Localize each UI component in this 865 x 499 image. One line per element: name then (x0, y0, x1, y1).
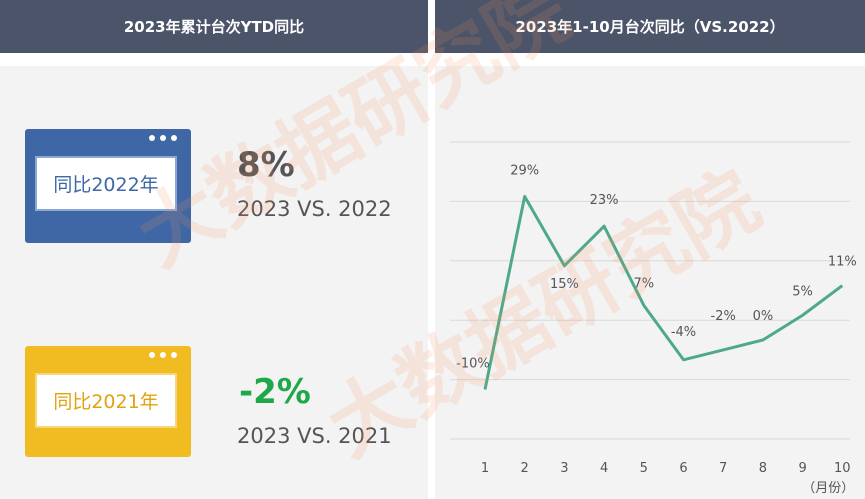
x-tick-label: 10 (834, 461, 851, 476)
monthly-header: 2023年1-10月台次同比（VS.2022） (435, 0, 865, 53)
data-label: 15% (550, 277, 579, 292)
badge-vs-2021: 同比2021年 (25, 346, 191, 457)
ytd-caption-vs-2022: 2023 VS. 2022 (237, 197, 392, 221)
window-dots-icon (149, 352, 177, 358)
x-tick-label: 9 (798, 461, 806, 476)
data-label: 5% (792, 284, 813, 299)
ytd-value-vs-2022: 8% (237, 145, 295, 185)
badge-vs-2022-label: 同比2022年 (35, 156, 177, 211)
x-tick-label: 6 (679, 461, 687, 476)
badge-vs-2021-label: 同比2021年 (35, 373, 177, 428)
monthly-yoy-line-chart: -10% 29% 15% 23% 7% -4% -2% 0% 5% 11% 1 2 3 4 5 6 7 8 9 10… (450, 141, 857, 496)
data-label: 23% (590, 193, 619, 208)
data-label: -2% (711, 309, 736, 324)
data-label: 29% (510, 163, 539, 178)
data-label: 0% (753, 309, 774, 324)
ytd-header: 2023年累计台次YTD同比 (0, 0, 428, 53)
x-tick-label: 5 (640, 461, 648, 476)
x-axis-unit: （月份） (802, 481, 854, 496)
window-dots-icon (149, 135, 177, 141)
data-label: -10% (456, 357, 490, 372)
x-tick-label: 7 (719, 461, 727, 476)
ytd-panel: 同比2022年 8% 2023 VS. 2022 同比2021年 -2% 202… (0, 66, 428, 499)
badge-vs-2022: 同比2022年 (25, 129, 191, 243)
data-label: 7% (633, 276, 654, 291)
series-line (483, 194, 844, 390)
x-tick-label: 8 (759, 461, 767, 476)
x-tick-label: 4 (600, 461, 608, 476)
x-tick-label: 3 (560, 461, 568, 476)
ytd-value-vs-2021: -2% (239, 372, 311, 412)
data-label: -4% (671, 325, 696, 340)
x-tick-label: 1 (481, 461, 489, 476)
x-tick-label: 2 (521, 461, 529, 476)
data-label: 11% (828, 255, 857, 270)
ytd-caption-vs-2021: 2023 VS. 2021 (237, 424, 392, 448)
